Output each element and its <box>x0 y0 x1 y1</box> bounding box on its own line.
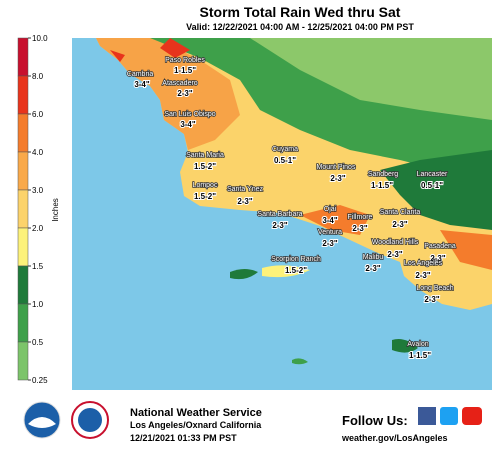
rain-amount: 1.5-2" <box>194 162 216 171</box>
legend-swatch <box>17 37 29 77</box>
island <box>392 339 418 353</box>
rain-amount: 1-1.5" <box>409 351 431 360</box>
place-name: Sandberg <box>368 171 398 178</box>
rain-amount: 0.5-1" <box>274 156 296 165</box>
legend-swatch <box>17 227 29 267</box>
place-name: Pasadena <box>424 243 456 250</box>
facebook-icon[interactable] <box>418 407 436 425</box>
place-name: Atascadero <box>162 80 198 87</box>
place-name: San Luis Obispo <box>164 111 215 118</box>
rain-amount: 2-3" <box>177 89 193 98</box>
place-name: Ojai <box>324 206 337 213</box>
place-name: Lancaster <box>417 171 448 178</box>
place-labels: Paso Robles 1-1.5" Cambria 3-4" Atascadero… <box>126 56 457 361</box>
rain-amount: 1-1.5" <box>371 181 393 190</box>
place-name: Santa Maria <box>186 152 224 159</box>
website[interactable]: weather.gov/LosAngeles <box>341 433 448 443</box>
rain-amount: 1.5-2" <box>285 266 307 275</box>
legend-tick-label: 1.0 <box>32 300 44 309</box>
rain-zone <box>300 205 492 270</box>
rain-amount: 2-3" <box>322 239 338 248</box>
rain-amount: 2-3" <box>365 264 381 273</box>
place-name: Cuyama <box>272 146 298 153</box>
youtube-icon[interactable] <box>462 407 482 425</box>
legend-tick-label: 1.5 <box>32 262 44 271</box>
legend-tick-label: 6.0 <box>32 110 44 119</box>
place-name: Malibu <box>363 254 384 261</box>
legend-tick-label: 2.0 <box>32 224 44 233</box>
place-name: Scorpion Ranch <box>271 256 321 263</box>
island <box>230 269 258 280</box>
place-name: Santa Ynez <box>227 186 264 193</box>
legend-tick-label: 0.25 <box>32 376 48 385</box>
rain-amount: 2-3" <box>392 220 408 229</box>
rain-zone <box>110 38 190 62</box>
place-name: Santa Clarita <box>380 209 421 216</box>
rain-amount: 2-3" <box>237 197 253 206</box>
legend-swatch <box>17 75 29 115</box>
office: Los Angeles/Oxnard California <box>130 420 262 430</box>
map <box>72 38 492 390</box>
rain-zone <box>250 38 492 120</box>
island <box>292 358 308 365</box>
legend-tick-label: 10.0 <box>32 34 48 43</box>
issued: 12/21/2021 01:33 PM PST <box>130 433 237 443</box>
legend-swatch <box>17 341 29 381</box>
legend: Inches 10.0 8.0 6.0 4.0 3.0 2.0 1.5 1.0 0.5 0.25 <box>17 34 60 385</box>
rain-amount: 3-4" <box>180 120 196 129</box>
place-name: Los Angeles <box>404 260 443 267</box>
rain-amount: 3-4" <box>134 80 150 89</box>
place-name: Santa Barbara <box>257 211 302 218</box>
footer: National Weather Service Los Angeles/Oxn… <box>23 401 482 443</box>
place-name: Avalon <box>407 341 428 348</box>
legend-label: Inches <box>51 198 60 222</box>
legend-swatch <box>17 189 29 229</box>
legend-tick-label: 3.0 <box>32 186 44 195</box>
legend-swatch <box>17 151 29 191</box>
legend-swatch <box>17 303 29 343</box>
rain-amount: 2-3" <box>330 174 346 183</box>
legend-swatch <box>17 113 29 153</box>
title: Storm Total Rain Wed thru Sat <box>200 4 401 20</box>
place-name: Paso Robles <box>165 57 205 64</box>
rain-amount: 2-3" <box>424 295 440 304</box>
subtitle: Valid: 12/22/2021 04:00 AM - 12/25/2021 … <box>186 22 414 32</box>
place-name: Ventura <box>318 229 342 236</box>
noaa-logo-wave <box>28 417 56 428</box>
place-name: Lompoc <box>193 182 218 189</box>
place-name: Mount Pinos <box>317 164 356 171</box>
rain-amount: 0.5-1" <box>421 181 443 190</box>
rain-zone <box>96 38 240 150</box>
rain-amount: 2-3" <box>352 224 368 233</box>
rain-zone <box>380 150 492 230</box>
place-name: Cambria <box>127 71 154 78</box>
nws-logo-inner <box>78 408 102 432</box>
rain-amount: 1.5-2" <box>194 192 216 201</box>
rain-amount: 2-3" <box>430 254 446 263</box>
rain-amount: 3-4" <box>322 216 338 225</box>
legend-tick-label: 8.0 <box>32 72 44 81</box>
legend-tick-label: 4.0 <box>32 148 44 157</box>
rain-amount: 1-1.5" <box>174 66 196 75</box>
place-name: Long Beach <box>416 285 453 292</box>
legend-tick-label: 0.5 <box>32 338 44 347</box>
agency: National Weather Service <box>130 407 262 419</box>
island <box>262 265 310 278</box>
twitter-icon[interactable] <box>440 407 458 425</box>
rain-amount: 2-3" <box>272 221 288 230</box>
place-name: Woodland Hills <box>372 239 419 246</box>
follow-us: Follow Us: <box>342 413 408 428</box>
rain-amount: 2-3" <box>387 250 403 259</box>
rain-amount: 2-3" <box>415 271 431 280</box>
place-name: Fillmore <box>348 214 373 221</box>
legend-swatch <box>17 265 29 305</box>
